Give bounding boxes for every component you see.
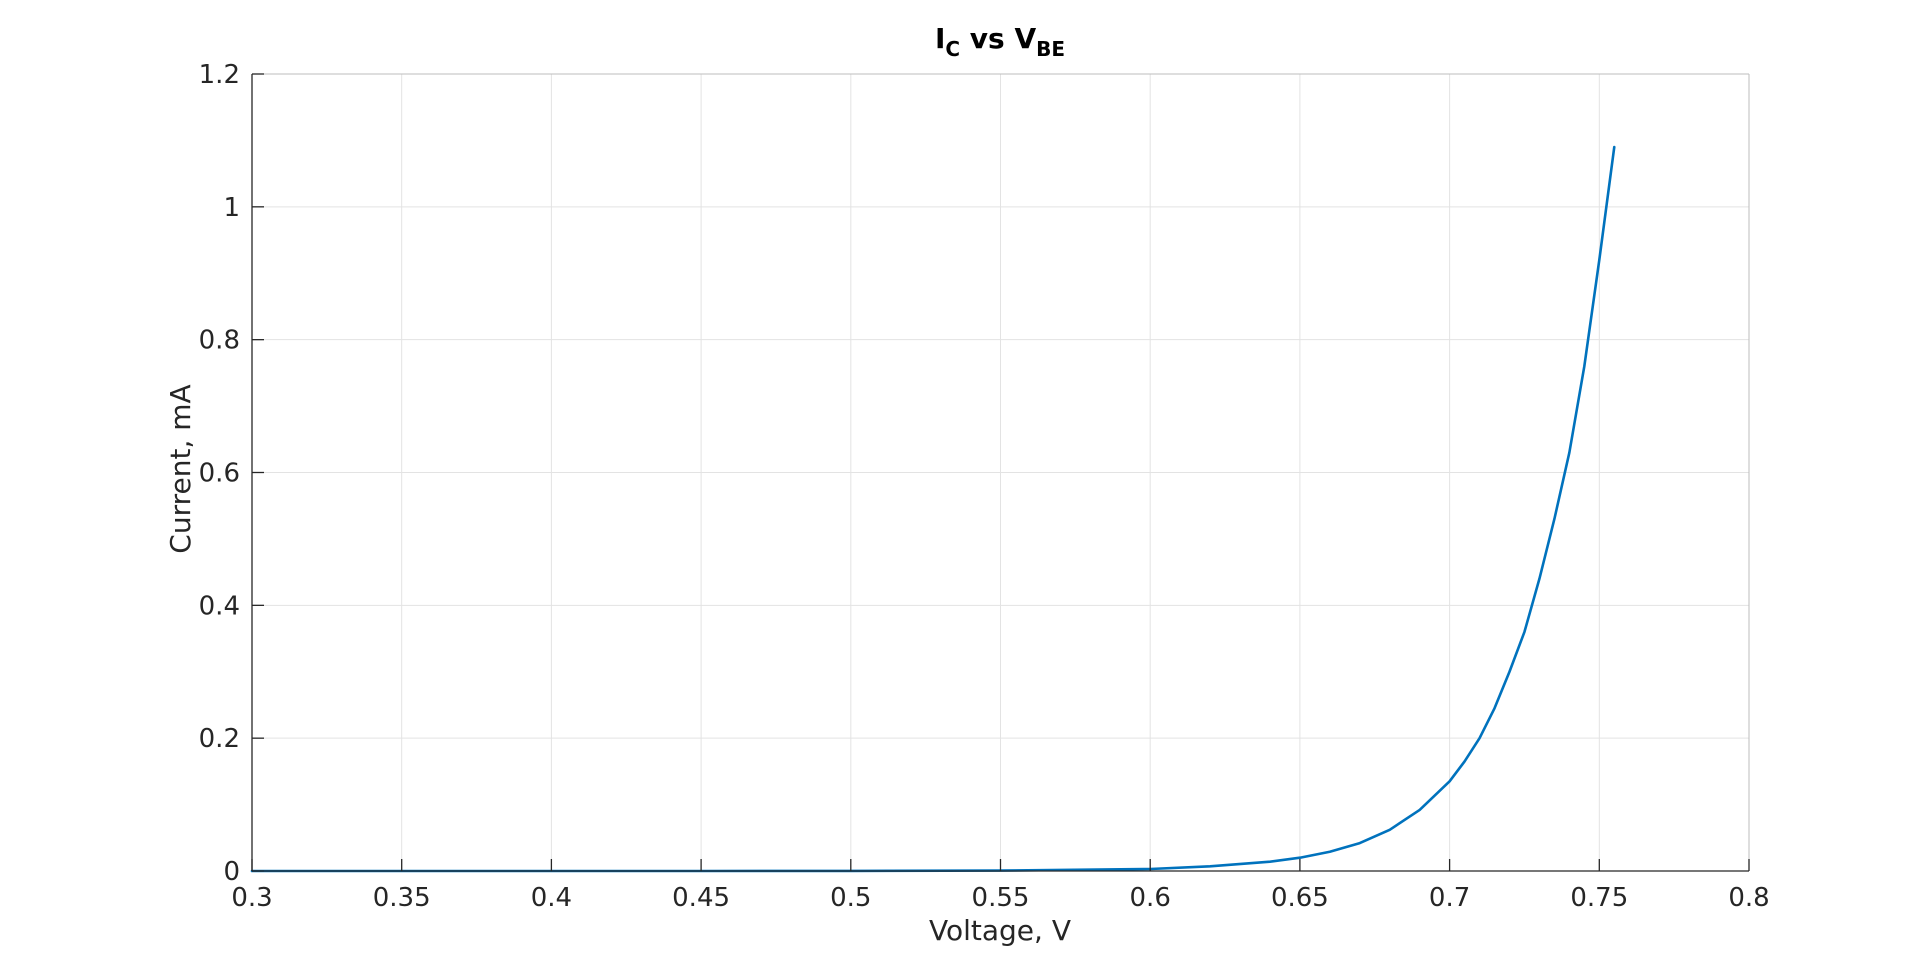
- x-tick-label: 0.65: [1271, 883, 1329, 913]
- x-tick-label: 0.3: [231, 883, 272, 913]
- x-tick-label: 0.75: [1570, 883, 1628, 913]
- x-tick-label: 0.8: [1728, 883, 1769, 913]
- x-tick-label: 0.5: [830, 883, 871, 913]
- chart-title: IC vs VBE: [935, 22, 1065, 61]
- x-axis-ticks: 0.3 0.35 0.4 0.45 0.5 0.55 0.6 0.65 0.7 0.75 0.8: [231, 859, 1770, 913]
- y-tick-label: 0.8: [199, 326, 240, 356]
- y-tick-label: 1: [223, 193, 240, 223]
- y-tick-label: 0.6: [199, 459, 240, 489]
- y-axis-label: Current, mA: [164, 384, 197, 553]
- x-tick-label: 0.7: [1429, 883, 1470, 913]
- y-tick-label: 0: [223, 857, 240, 887]
- x-tick-label: 0.6: [1130, 883, 1171, 913]
- y-tick-label: 0.4: [199, 591, 240, 621]
- x-axis-label: Voltage, V: [929, 914, 1071, 947]
- x-tick-label: 0.4: [531, 883, 572, 913]
- y-tick-label: 1.2: [199, 60, 240, 90]
- y-axis-ticks: 0 0.2 0.4 0.6 0.8 1 1.2: [199, 60, 264, 887]
- x-tick-label: 0.35: [373, 883, 431, 913]
- x-tick-label: 0.55: [972, 883, 1030, 913]
- x-tick-label: 0.45: [672, 883, 730, 913]
- y-tick-label: 0.2: [199, 724, 240, 754]
